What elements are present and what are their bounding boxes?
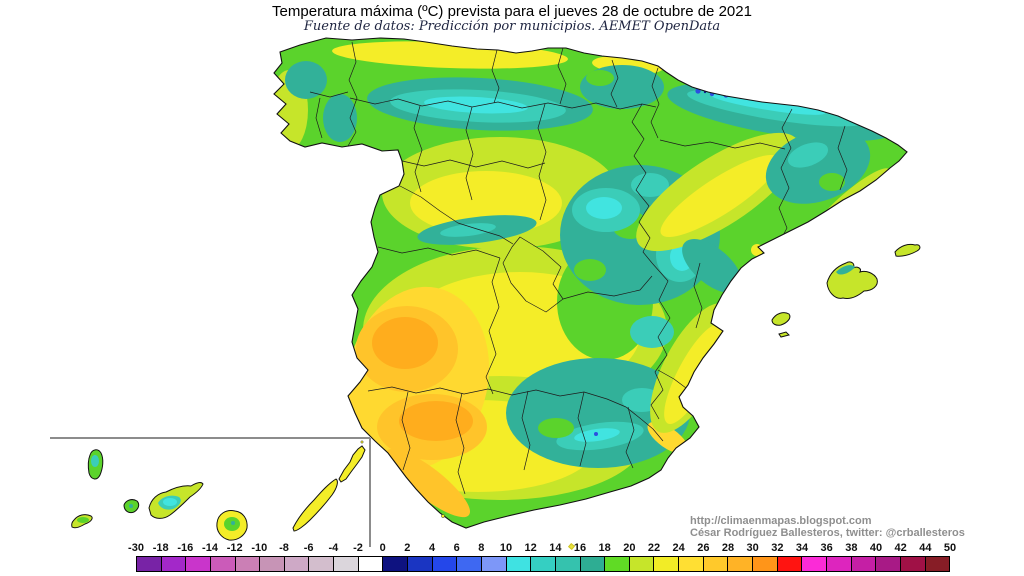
temperature-shading [274, 41, 897, 518]
tenerife-teide-core [163, 498, 177, 506]
legend-tick-44: 44 [919, 542, 932, 554]
legend-cell-28-to-30 [728, 557, 754, 571]
legend-cell-32-to-34 [777, 557, 803, 571]
legend-cell-42-to-44 [900, 557, 926, 571]
map-subtitle: Fuente de datos: Predicción por municipi… [303, 19, 721, 34]
legend-cell-36-to-38 [826, 557, 852, 571]
temperature-scale-bar [136, 556, 950, 572]
ibiza-island [771, 312, 791, 326]
legend-tick-50: 50 [943, 542, 957, 554]
legend-tick--8: -8 [279, 542, 289, 554]
legend-tick-32: 32 [771, 542, 784, 554]
legend-cell-2-to-4 [408, 557, 433, 571]
legend-tick-10: 10 [499, 542, 513, 554]
attribution-url: http://climaenmapas.blogspot.com [690, 515, 872, 527]
la-gomera-summit [129, 504, 133, 508]
legend-cell-4-to-6 [432, 557, 458, 571]
legend-cell--30-to--18 [137, 557, 162, 571]
legend-cell-0-to-2 [383, 557, 409, 571]
legend-cell--6-to--4 [309, 557, 335, 571]
legend-cell-34-to-36 [802, 557, 827, 571]
legend-tick-26: 26 [697, 542, 710, 554]
legend-cell-12-to-14 [531, 557, 556, 571]
legend-cell-8-to-10 [481, 557, 507, 571]
attribution: http://climaenmapas.blogspot.com César R… [690, 515, 965, 539]
legend-tick-6: 6 [453, 542, 460, 554]
legend-tick-18: 18 [598, 542, 611, 554]
legend-cell--8-to--6 [284, 557, 310, 571]
menorca-island [894, 243, 921, 257]
legend-cell-22-to-24 [654, 557, 680, 571]
mainland-spain [273, 37, 908, 529]
legend-tick--14: -14 [202, 542, 218, 554]
legend-tick-20: 20 [623, 542, 636, 554]
lanzarote-island [338, 445, 366, 483]
legend-tick-12: 12 [524, 542, 537, 554]
legend-tick-34: 34 [795, 542, 809, 554]
legend-tick--12: -12 [226, 542, 243, 554]
legend-tick-0: 0 [379, 542, 386, 554]
legend-tick-36: 36 [820, 542, 833, 554]
legend-tick-30: 30 [746, 542, 759, 554]
legend-cell-44-to-50 [925, 557, 950, 571]
legend-cell-40-to-42 [876, 557, 901, 571]
legend-tick-38: 38 [845, 542, 858, 554]
legend-tick-14: 14 [549, 542, 562, 554]
canary-islands-inset [50, 437, 371, 547]
mallorca-tramuntana-ridge [836, 265, 855, 275]
legend-cell--18-to--16 [161, 557, 187, 571]
fuerteventura-island [292, 478, 338, 532]
alboran-island [441, 514, 445, 518]
legend-cell-14-to-16 [555, 557, 581, 571]
legend-cell-16-to-18 [580, 557, 606, 571]
gran-canaria-summit [231, 521, 235, 525]
legend-cell--14-to--12 [210, 557, 236, 571]
legend-tick-2: 2 [404, 542, 411, 554]
el-hierro-center [77, 517, 89, 523]
formentera-island [778, 331, 790, 338]
la-graciosa-islet [360, 440, 364, 444]
legend-cell--10-to--8 [260, 557, 285, 571]
legend-tick-16: 16 [573, 542, 587, 554]
temperature-scale-labels: -30 -18 -16 -14 -12 -10 -8 -6 -4 -2 0 2 4 6 8 10 12 14 16 1… [128, 542, 956, 555]
legend-cell-10-to-12 [506, 557, 532, 571]
legend-tick--18: -18 [152, 542, 169, 554]
legend-cell-6-to-8 [457, 557, 482, 571]
legend-tick-24: 24 [672, 542, 685, 554]
legend-tick-8: 8 [478, 542, 485, 554]
legend-cell-20-to-22 [629, 557, 655, 571]
legend-cell-38-to-40 [851, 557, 877, 571]
legend-cell--16-to--14 [186, 557, 211, 571]
legend-tick-42: 42 [894, 542, 907, 554]
la-palma-summit [91, 455, 99, 467]
legend-tick--4: -4 [328, 542, 339, 554]
legend-cell--12-to--10 [235, 557, 261, 571]
attribution-author: César Rodríguez Ballesteros, twitter: @c… [690, 527, 965, 539]
legend-tick-28: 28 [721, 542, 735, 554]
legend-tick--2: -2 [353, 542, 363, 554]
legend-cell-18-to-20 [605, 557, 630, 571]
mainland-coastline [273, 37, 908, 529]
legend-tick-40: 40 [869, 542, 883, 554]
legend-tick--30: -30 [128, 542, 144, 554]
legend-cell-26-to-28 [703, 557, 729, 571]
legend-tick--6: -6 [303, 542, 314, 554]
legend-cell-30-to-32 [753, 557, 778, 571]
legend-cell--4-to--2 [334, 557, 359, 571]
legend-cell-24-to-26 [679, 557, 704, 571]
legend-tick-4: 4 [428, 542, 436, 554]
legend-tick--10: -10 [251, 542, 268, 554]
map-title: Temperatura máxima (ºC) prevista para el… [272, 3, 752, 20]
legend-tick--16: -16 [177, 542, 194, 554]
balearic-islands [771, 243, 921, 338]
legend-cell--2-to-0 [358, 557, 384, 571]
legend-tick-22: 22 [647, 542, 661, 554]
province-boundaries [309, 41, 848, 495]
